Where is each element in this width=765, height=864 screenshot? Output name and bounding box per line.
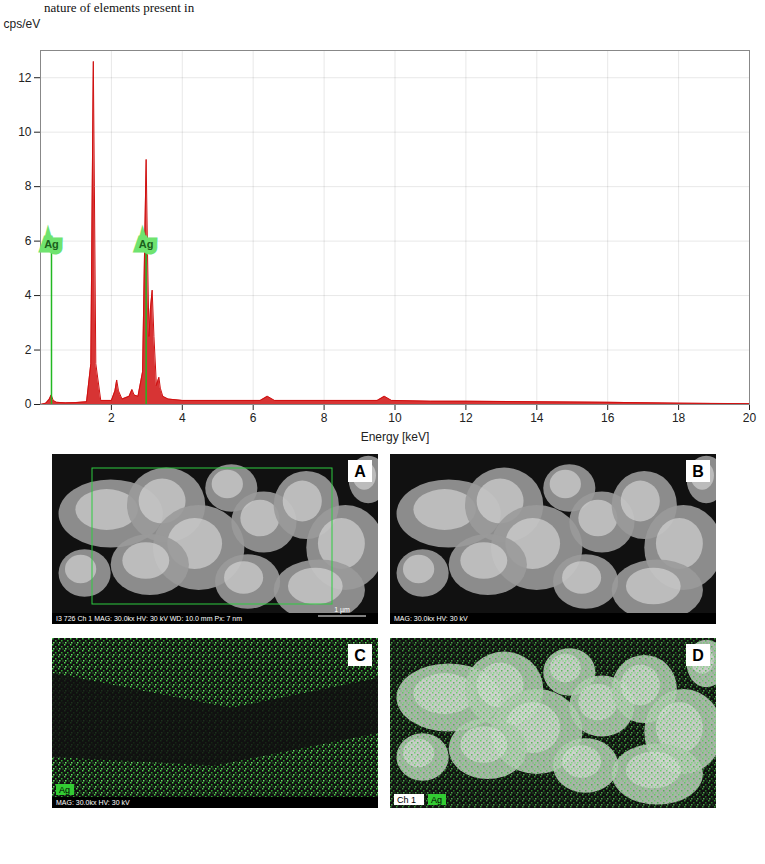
svg-text:8: 8 <box>25 179 32 193</box>
svg-text:14: 14 <box>530 411 544 425</box>
svg-text:Ag: Ag <box>431 795 442 805</box>
svg-text:A: A <box>354 463 366 480</box>
svg-text:B: B <box>692 463 704 480</box>
svg-text:8: 8 <box>321 411 328 425</box>
svg-text:18: 18 <box>672 411 686 425</box>
svg-text:4: 4 <box>25 288 32 302</box>
svg-text:Ag: Ag <box>44 238 59 250</box>
svg-text:cps/eV: cps/eV <box>4 17 41 31</box>
svg-text:6: 6 <box>25 234 32 248</box>
svg-text:Energy [keV]: Energy [keV] <box>361 430 430 444</box>
svg-text:D: D <box>692 647 704 664</box>
svg-text:12: 12 <box>459 411 473 425</box>
svg-text:MAG: 30.0kx HV: 30 kV: MAG: 30.0kx HV: 30 kV <box>394 615 468 622</box>
svg-text:Ag: Ag <box>59 785 70 795</box>
svg-text:10: 10 <box>388 411 402 425</box>
svg-text:MAG: 30.0kx HV: 30 kV: MAG: 30.0kx HV: 30 kV <box>56 799 130 806</box>
svg-text:4: 4 <box>179 411 186 425</box>
svg-text:16: 16 <box>601 411 615 425</box>
svg-text:10: 10 <box>18 125 32 139</box>
svg-text:6: 6 <box>250 411 257 425</box>
svg-text:1 µm: 1 µm <box>334 606 350 614</box>
svg-text:2: 2 <box>25 343 32 357</box>
html-text:nature of elements present in: nature of elements present in <box>44 0 195 15</box>
svg-text:Ag: Ag <box>139 238 154 250</box>
svg-text:0: 0 <box>25 397 32 411</box>
svg-text:20: 20 <box>743 411 757 425</box>
svg-text:I3 726 Ch 1 MAG: 30.0kx: I3 726 Ch 1 MAG: 30.0kx HV: 30 kV WD: 10… <box>56 615 242 622</box>
svg-text:12: 12 <box>18 71 32 85</box>
svg-text:2: 2 <box>108 411 115 425</box>
svg-text:Ch 1: Ch 1 <box>397 795 416 805</box>
svg-text:C: C <box>354 647 366 664</box>
